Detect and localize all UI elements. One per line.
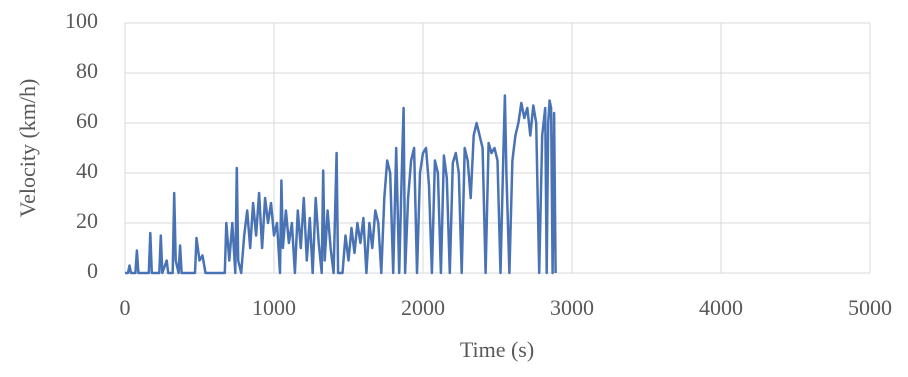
y-tick-label: 0: [87, 258, 98, 283]
x-tick-label: 1000: [252, 295, 296, 320]
x-axis-label: Time (s): [460, 337, 534, 362]
x-tick-label: 5000: [848, 295, 892, 320]
y-tick-label: 40: [76, 158, 98, 183]
x-tick-label: 0: [120, 295, 131, 320]
y-tick-label: 20: [76, 208, 98, 233]
x-tick-label: 4000: [699, 295, 743, 320]
x-tick-label: 2000: [401, 295, 445, 320]
x-tick-label: 3000: [550, 295, 594, 320]
y-tick-label: 100: [65, 8, 98, 33]
data-line: [125, 94, 557, 275]
y-tick-label: 60: [76, 108, 98, 133]
y-axis-label: Velocity (km/h): [15, 79, 40, 218]
y-tick-label: 80: [76, 58, 98, 83]
